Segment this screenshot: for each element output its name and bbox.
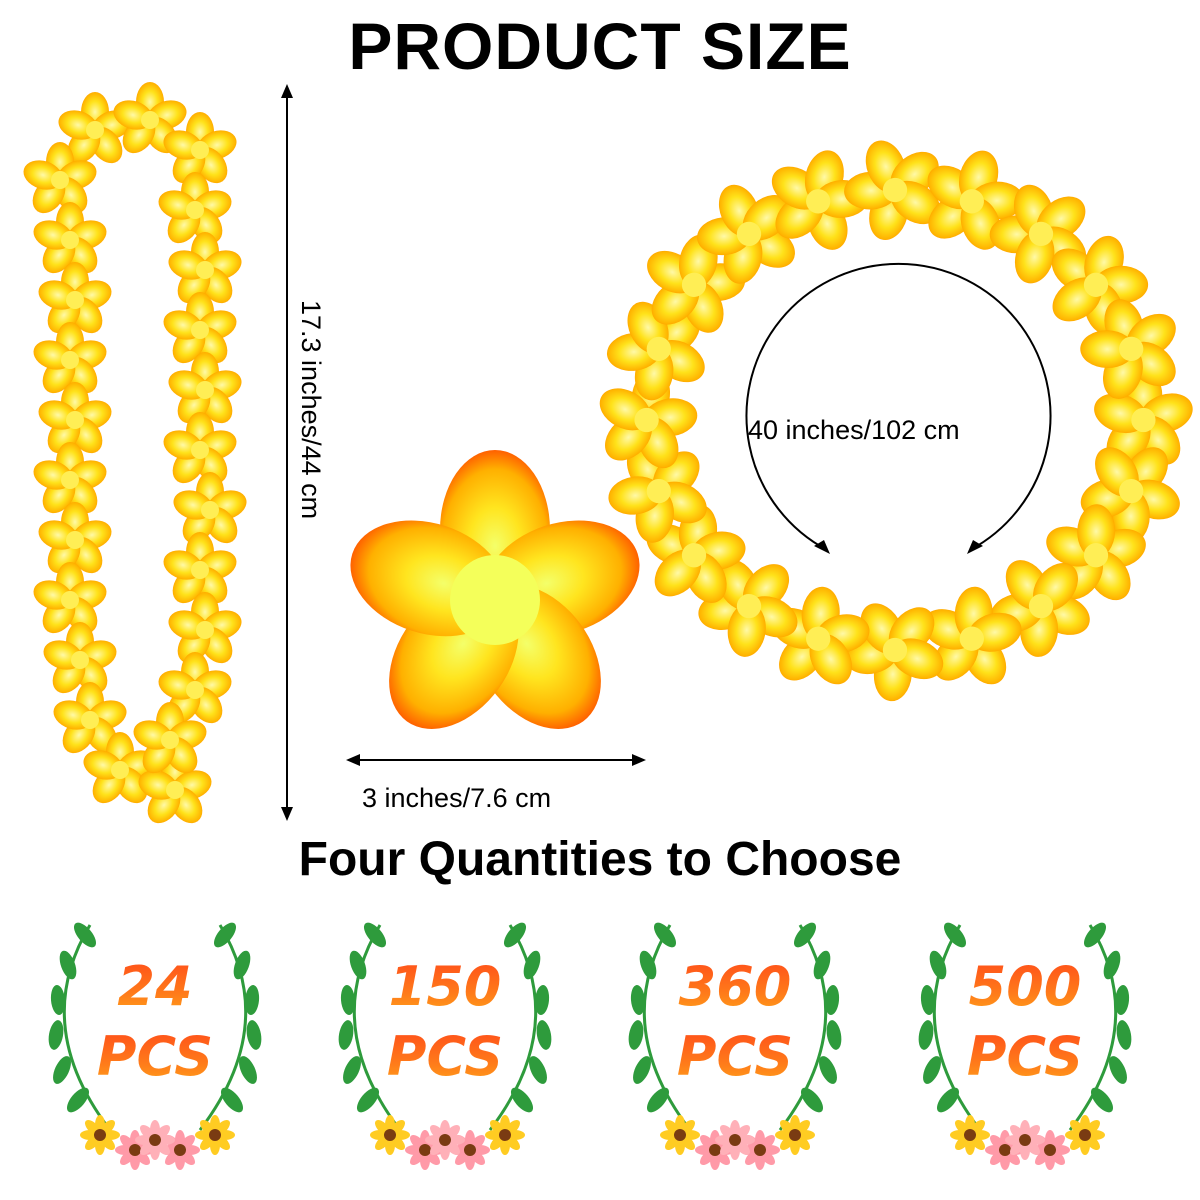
wreath-leaf — [633, 1056, 651, 1084]
quantity-number: 360 — [610, 957, 860, 1017]
wreath-branch — [488, 924, 538, 1131]
wreath-flower — [1065, 1115, 1105, 1155]
quantity-number: 24 — [30, 957, 280, 1017]
wreath-branch — [642, 924, 692, 1131]
wreath-leaf — [628, 1020, 644, 1050]
wreath-leaf — [646, 1087, 670, 1113]
quantity-unit: PCS — [30, 1027, 280, 1087]
wreath-leaf — [1090, 1087, 1114, 1113]
wreath-leaf — [536, 1020, 552, 1050]
circumference-label: 40 inches/102 cm — [748, 415, 960, 445]
wreath-leaf — [1103, 950, 1121, 980]
wreath-leaf — [239, 1056, 257, 1084]
wreath-flower — [715, 1120, 755, 1160]
wreath-branch — [1068, 924, 1118, 1131]
quantity-badge-24: 24 PCS — [30, 905, 280, 1170]
wreath-branch — [778, 924, 828, 1131]
wreath-leaf — [59, 950, 77, 980]
wreath-leaf — [639, 950, 657, 980]
wreath-leaf — [793, 922, 817, 948]
wreath-leaf — [363, 922, 387, 948]
quantity-unit: PCS — [320, 1027, 570, 1087]
quantity-number: 150 — [320, 957, 570, 1017]
wreath-flower — [1030, 1130, 1070, 1170]
wreath-leaf — [343, 1056, 361, 1084]
wreath-leaf — [50, 985, 66, 1015]
wreath-leaf — [356, 1087, 380, 1113]
wreath-leaf — [510, 1087, 534, 1113]
quantity-unit: PCS — [900, 1027, 1150, 1087]
wreath-flower — [425, 1120, 465, 1160]
wreath-flower — [450, 1130, 490, 1170]
quantity-badge-150: 150 PCS — [320, 905, 570, 1170]
wreath-leaf — [534, 985, 550, 1015]
wreath-leaf — [503, 922, 527, 948]
wreath-leaf — [800, 1087, 824, 1113]
wreath-leaf — [1116, 1020, 1132, 1050]
wreath-leaf — [653, 922, 677, 948]
wreath-leaf — [73, 922, 97, 948]
wreath-flower — [195, 1115, 235, 1155]
wreath-leaf — [1114, 985, 1130, 1015]
wreath-leaf — [1083, 922, 1107, 948]
wreath-leaf — [943, 922, 967, 948]
wreath-leaf — [936, 1087, 960, 1113]
wreath-leaf — [523, 950, 541, 980]
section-subtitle: Four Quantities to Choose — [298, 833, 902, 886]
wreath-leaf — [824, 985, 840, 1015]
wreath-flower — [80, 1115, 120, 1155]
wreath-leaf — [918, 1020, 934, 1050]
wreath-flower — [370, 1115, 410, 1155]
laurel-wreath-icon — [918, 922, 1132, 1170]
wreath-branch — [198, 924, 248, 1131]
laurel-wreath-icon — [48, 922, 262, 1170]
quantity-unit: PCS — [610, 1027, 860, 1087]
wreath-leaf — [529, 1056, 547, 1084]
wreath-flower — [115, 1130, 155, 1170]
wreath-leaf — [826, 1020, 842, 1050]
wreath-leaf — [48, 1020, 64, 1050]
laurel-wreath-icon — [338, 922, 552, 1170]
wreath-branch — [62, 924, 112, 1131]
wreath-leaf — [233, 950, 251, 980]
wreath-branch — [352, 924, 402, 1131]
wreath-leaf — [66, 1087, 90, 1113]
wreath-leaf — [53, 1056, 71, 1084]
quantity-badge-500: 500 PCS — [900, 905, 1150, 1170]
wreath-flower — [740, 1130, 780, 1170]
wreath-leaf — [220, 1087, 244, 1113]
wreath-flower — [950, 1115, 990, 1155]
wreath-flower — [775, 1115, 815, 1155]
wreath-leaf — [819, 1056, 837, 1084]
wreath-leaf — [813, 950, 831, 980]
wreath-flower — [485, 1115, 525, 1155]
wreath-flower — [660, 1115, 700, 1155]
quantity-badge-360: 360 PCS — [610, 905, 860, 1170]
wreath-leaf — [630, 985, 646, 1015]
wreath-leaf — [338, 1020, 354, 1050]
wreath-leaf — [923, 1056, 941, 1084]
quantity-number: 500 — [900, 957, 1150, 1017]
page-title: PRODUCT SIZE — [348, 9, 852, 83]
wreath-leaf — [349, 950, 367, 980]
wreath-branch — [932, 924, 982, 1131]
wreath-flower — [135, 1120, 175, 1160]
flower-width-label: 3 inches/7.6 cm — [362, 783, 552, 813]
wreath-leaf — [920, 985, 936, 1015]
wreath-leaf — [246, 1020, 262, 1050]
wreath-flower — [1005, 1120, 1045, 1160]
wreath-leaf — [1109, 1056, 1127, 1084]
wreath-leaf — [929, 950, 947, 980]
laurel-wreath-icon — [628, 922, 842, 1170]
wreath-leaf — [340, 985, 356, 1015]
wreath-leaf — [244, 985, 260, 1015]
wreath-leaf — [213, 922, 237, 948]
